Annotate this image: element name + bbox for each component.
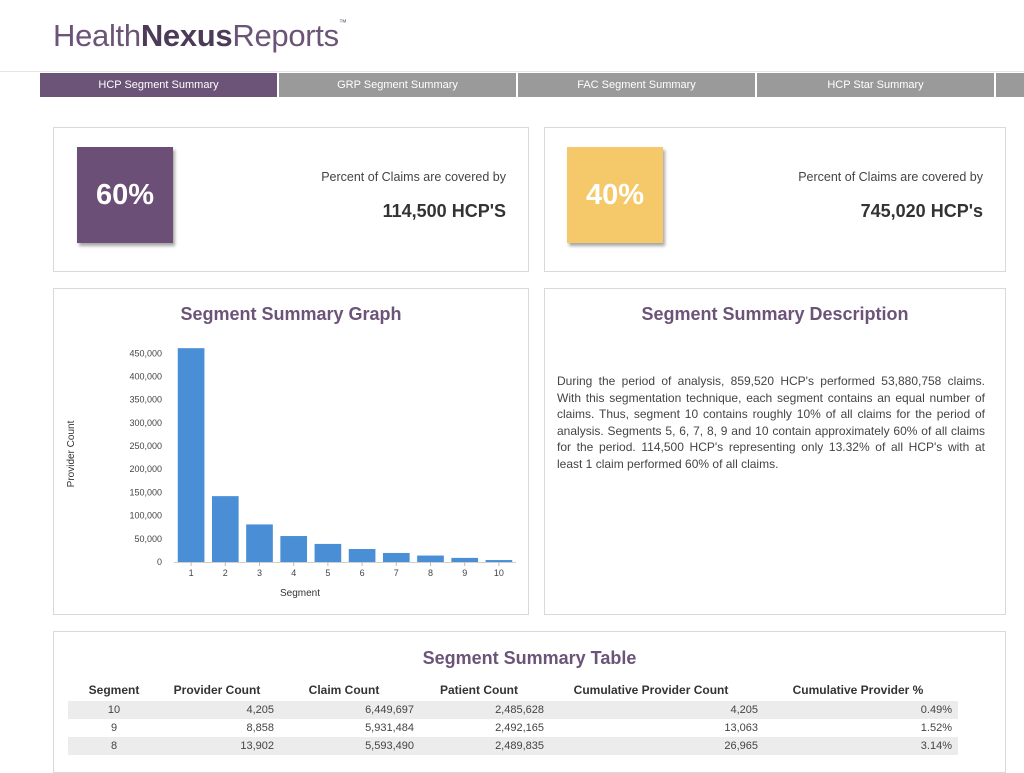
- cell-claim-count: 5,593,490: [274, 737, 414, 755]
- segment-summary-table: Segment Provider Count Claim Count Patie…: [68, 679, 958, 755]
- kpi-percent-badge: 40%: [567, 147, 663, 243]
- x-tick-label: 1: [189, 568, 194, 578]
- kpi-percent-badge: 60%: [77, 147, 173, 243]
- cell-patient-count: 2,489,835: [414, 737, 544, 755]
- bar-segment-1: [177, 348, 205, 562]
- segment-bar-chart: 0 50,000 100,000 150,000 200,000 250,000 300,0…: [66, 348, 516, 599]
- column-header-cumulative-provider-percent[interactable]: Cumulative Provider %: [792, 683, 924, 697]
- y-tick-label: 100,000: [129, 511, 162, 521]
- tab-grp-segment-summary[interactable]: GRP Segment Summary: [279, 73, 518, 97]
- description-text: During the period of analysis, 859,520 H…: [557, 374, 985, 471]
- bar-segment-5: [314, 543, 342, 562]
- bar-segment-7: [382, 552, 410, 562]
- y-tick-label: 50,000: [134, 534, 162, 544]
- cell-claim-count: 6,449,697: [274, 701, 414, 719]
- logo: HealthNexusReports™: [53, 18, 347, 53]
- cell-patient-count: 2,485,628: [414, 701, 544, 719]
- cell-claim-count: 5,931,484: [365, 722, 414, 734]
- tab-overflow[interactable]: [996, 73, 1024, 97]
- cell-cumulative-provider-count: 13,063: [724, 722, 758, 734]
- x-tick-label: 2: [223, 568, 228, 578]
- table-row: 10 4,205 6,449,697 2,485,628 4,205 0.49%: [68, 701, 958, 719]
- header: HealthNexusReports™: [0, 0, 1024, 72]
- kpi-card-primary: 60% Percent of Claims are covered by 114…: [53, 127, 529, 272]
- kpi-label: Percent of Claims are covered by: [798, 170, 983, 184]
- x-tick-label: 6: [360, 568, 365, 578]
- table-row: 8 13,902 5,593,490 2,489,835 26,965 3.14…: [68, 737, 958, 755]
- tab-hcp-segment-summary[interactable]: HCP Segment Summary: [40, 73, 279, 97]
- y-tick-label: 150,000: [129, 487, 162, 497]
- bar-segment-4: [280, 536, 308, 562]
- table-row: 9 8,858 5,931,484 2,492,165 13,063 1.52%: [68, 719, 958, 737]
- bar-segment-2: [211, 496, 239, 562]
- cell-provider-count: 13,902: [160, 737, 274, 755]
- cell-cumulative-provider-percent: 1.52%: [920, 722, 952, 734]
- column-header-cumulative-provider-count[interactable]: Cumulative Provider Count: [573, 683, 729, 697]
- cell-segment: 10: [68, 701, 160, 719]
- y-tick-label: 200,000: [129, 464, 162, 474]
- y-tick-label: 350,000: [129, 395, 162, 405]
- tab-hcp-star-summary[interactable]: HCP Star Summary: [757, 73, 996, 97]
- cell-segment: 8: [68, 737, 160, 755]
- cell-provider-count: 8,858: [246, 722, 274, 734]
- y-tick-label: 0: [157, 557, 162, 567]
- cell-cumulative-provider-count: 26,965: [544, 737, 758, 755]
- cell-segment: 9: [110, 722, 118, 734]
- kpi-card-secondary: 40% Percent of Claims are covered by 745…: [544, 127, 1006, 272]
- bar-segment-6: [348, 549, 376, 562]
- x-tick-label: 5: [325, 568, 330, 578]
- y-tick-label: 450,000: [129, 348, 162, 358]
- cell-cumulative-provider-count: 4,205: [544, 701, 758, 719]
- bar-segment-3: [246, 524, 273, 562]
- cell-patient-count: 2,492,165: [495, 722, 544, 734]
- tab-bar: HCP Segment Summary GRP Segment Summary …: [40, 73, 1024, 97]
- y-tick-label: 300,000: [129, 418, 162, 428]
- x-tick-label: 8: [428, 568, 433, 578]
- x-tick-label: 9: [462, 568, 467, 578]
- column-header-claim-count[interactable]: Claim Count: [308, 683, 380, 697]
- cell-provider-count: 4,205: [160, 701, 274, 719]
- bar-segment-10: [485, 560, 513, 562]
- kpi-label: Percent of Claims are covered by: [321, 170, 506, 184]
- cell-cumulative-provider-percent: 3.14%: [758, 737, 958, 755]
- description-title: Segment Summary Description: [641, 304, 909, 324]
- x-tick-label: 7: [394, 568, 399, 578]
- y-axis-label: Provider Count: [66, 420, 77, 487]
- column-header-segment[interactable]: Segment: [88, 683, 140, 697]
- table-title: Segment Summary Table: [422, 648, 637, 668]
- table-header-row: Segment Provider Count Claim Count Patie…: [68, 679, 958, 701]
- graph-card: Segment Summary Graph 0 50,000 100,000 150,…: [53, 288, 529, 615]
- column-header-patient-count[interactable]: Patient Count: [440, 683, 518, 697]
- x-axis-label: Segment: [280, 588, 320, 599]
- x-tick-label: 4: [291, 568, 296, 578]
- tab-fac-segment-summary[interactable]: FAC Segment Summary: [518, 73, 757, 97]
- column-header-provider-count[interactable]: Provider Count: [173, 683, 261, 697]
- kpi-value: 745,020 HCP's: [860, 201, 983, 221]
- bar-segment-9: [451, 557, 479, 562]
- x-tick-label: 3: [257, 568, 262, 578]
- cell-cumulative-provider-percent: 0.49%: [758, 701, 958, 719]
- bar-segment-8: [417, 555, 444, 562]
- description-card: Segment Summary Description During the p…: [544, 288, 1006, 615]
- y-tick-label: 400,000: [129, 371, 162, 381]
- table-card: Segment Summary Table Segment Provider C…: [53, 631, 1006, 773]
- graph-title: Segment Summary Graph: [180, 304, 402, 324]
- kpi-value: 114,500 HCP'S: [382, 201, 506, 221]
- y-tick-label: 250,000: [129, 441, 162, 451]
- x-tick-label: 10: [494, 568, 504, 578]
